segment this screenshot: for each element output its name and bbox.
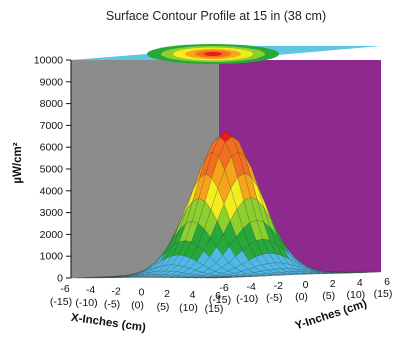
x-axis-label: X-Inches (cm): [70, 312, 147, 334]
y-tick-label-cm: (-15): [209, 294, 231, 306]
top-contour-ring: [204, 52, 222, 56]
chart-title: Surface Contour Profile at 15 in (38 cm): [106, 9, 326, 23]
y-tick-label: 0: [303, 279, 309, 291]
y-axis-label: Y-Inches (cm): [294, 298, 369, 333]
z-tick-label: 4000: [40, 185, 64, 197]
z-tick-label: 9000: [40, 76, 64, 88]
z-tick-label: 8000: [40, 98, 64, 110]
x-tick-label: -2: [111, 285, 120, 297]
y-axis-ticks: -6(-15)-4(-10)-2(-5)0(0)2(5)4(10)6(15): [209, 276, 392, 306]
y-tick-label: 2: [330, 278, 336, 290]
z-tick-label: 3000: [40, 207, 64, 219]
x-tick-label-cm: (-10): [75, 297, 97, 309]
x-tick-label: -4: [86, 284, 95, 296]
y-tick-label: 4: [357, 277, 363, 289]
y-tick-label-cm: (-5): [266, 292, 282, 304]
z-tick-label: 1000: [40, 251, 64, 263]
x-tick-label: 4: [190, 289, 196, 301]
x-tick-label-cm: (5): [157, 301, 170, 313]
y-tick-label: -2: [274, 280, 283, 292]
x-tick-label: 2: [164, 288, 170, 300]
y-tick-label-cm: (0): [295, 291, 308, 303]
z-tick-label: 6000: [40, 142, 64, 154]
x-tick-label-cm: (15): [205, 303, 224, 315]
top-contour-cap: [71, 44, 381, 64]
y-tick-label: -6: [219, 282, 228, 294]
x-tick-label-cm: (10): [179, 302, 198, 314]
x-tick-label-cm: (0): [131, 300, 144, 312]
z-tick-label: 7000: [40, 120, 64, 132]
x-tick-label: 6: [215, 290, 221, 302]
y-tick-label-cm: (5): [322, 290, 335, 302]
y-tick-label-cm: (-10): [236, 293, 258, 305]
z-axis-ticks: 0 1000 2000 3000 4000 5000 6000 7000 8000 9000 100…: [34, 55, 72, 285]
surface-mesh: [70, 130, 382, 279]
z-tick-label: 0: [57, 273, 63, 285]
z-tick-label: 5000: [40, 164, 64, 176]
z-tick-label: 10000: [34, 55, 63, 67]
z-axis-label: µW/cm²: [12, 142, 24, 183]
y-tick-label-cm: (10): [346, 289, 365, 301]
x-axis-ticks: -6(-15) -4(-10) -2(-5) 0(0) 2(5) 4(10) 6(15): [50, 283, 223, 315]
z-tick-label: 2000: [40, 229, 64, 241]
y-tick-label: -4: [246, 281, 255, 293]
y-tick-label: 6: [384, 276, 390, 288]
y-tick-label-cm: (15): [374, 288, 393, 300]
x-tick-label-cm: (-15): [50, 296, 72, 308]
x-tick-label-cm: (-5): [104, 298, 120, 310]
x-tick-label: 0: [139, 287, 145, 299]
x-tick-label: -6: [60, 283, 69, 295]
